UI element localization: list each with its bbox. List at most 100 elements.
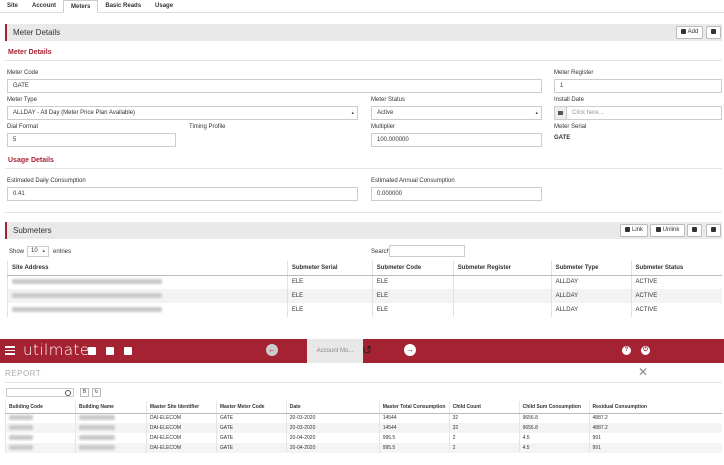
column-header[interactable]: Child Count bbox=[448, 401, 520, 414]
submeter-search-input[interactable] bbox=[389, 245, 465, 257]
table-header-row: Building Code Building Name Master Site … bbox=[5, 401, 722, 414]
daily-consumption-field[interactable]: 0.41 bbox=[7, 187, 358, 201]
column-header[interactable]: Site Address bbox=[7, 261, 288, 276]
meter-status-select[interactable]: Active bbox=[371, 106, 542, 120]
unlink-button[interactable]: Unlink bbox=[650, 224, 685, 237]
tab-site[interactable]: Site bbox=[7, 3, 19, 9]
save-button[interactable] bbox=[706, 26, 721, 39]
install-date-field[interactable]: Click here... bbox=[554, 106, 722, 120]
refresh-icon[interactable]: ↺ bbox=[362, 343, 373, 357]
cell: DAI-ELECOM bbox=[145, 443, 217, 453]
multiplier-field[interactable]: 100.000000 bbox=[371, 133, 542, 147]
column-header[interactable]: Submeter Type bbox=[550, 261, 632, 276]
account-mode-field[interactable]: Account Mo... bbox=[307, 339, 363, 363]
meter-serial-value: GATE bbox=[554, 135, 571, 141]
table-row[interactable]: ELE ELE ALLDAY ACTIVE bbox=[7, 289, 722, 303]
grid-icon bbox=[692, 227, 697, 232]
close-icon[interactable]: ✕ bbox=[638, 365, 649, 379]
menu-icon[interactable] bbox=[5, 346, 15, 355]
report-search-input[interactable] bbox=[6, 388, 74, 397]
column-header[interactable]: Master Total Consumption bbox=[378, 401, 450, 414]
dial-format-field[interactable]: 5 bbox=[7, 133, 176, 147]
column-header[interactable]: Master Meter Code bbox=[215, 401, 287, 414]
column-header[interactable]: Submeter Status bbox=[630, 261, 722, 276]
redacted-text bbox=[9, 415, 33, 421]
redacted-text bbox=[12, 306, 162, 312]
cell: DAI-ELECOM bbox=[145, 413, 217, 423]
divider bbox=[5, 60, 722, 61]
cell: 9656.8 bbox=[518, 413, 590, 423]
search-label: Search: bbox=[371, 249, 392, 255]
column-header[interactable]: Date bbox=[285, 401, 380, 414]
column-header[interactable]: Building Name bbox=[74, 401, 147, 414]
tab-usage[interactable]: Usage bbox=[155, 3, 174, 9]
site-address-cell bbox=[7, 289, 288, 303]
cell: ALLDAY bbox=[550, 275, 632, 289]
cell: 20-04-2020 bbox=[285, 433, 380, 443]
redacted-text bbox=[9, 445, 33, 451]
plus-icon bbox=[680, 29, 686, 34]
table-row[interactable]: DAI-ELECOM GATE 20-04-2020 995.5 2 4.5 9… bbox=[5, 443, 722, 453]
add-button[interactable]: Add bbox=[676, 26, 703, 39]
submeters-panel-title: Submeters bbox=[13, 226, 52, 235]
table-row[interactable]: ELE ELE ALLDAY ACTIVE bbox=[7, 275, 722, 289]
report-export-button[interactable]: B bbox=[80, 388, 89, 397]
meter-details-header: Meter Details Add bbox=[5, 24, 722, 41]
meter-code-field[interactable]: GATE bbox=[7, 79, 542, 93]
redacted-cell bbox=[5, 433, 76, 443]
annual-consumption-field[interactable]: 0.000000 bbox=[371, 187, 542, 201]
entries-select[interactable]: 10 bbox=[27, 246, 49, 257]
submeters-table: Site Address Submeter Serial Submeter Co… bbox=[7, 261, 722, 317]
table-row[interactable]: ELE ELE ALLDAY ACTIVE bbox=[7, 303, 722, 317]
cell: 20-03-2020 bbox=[285, 413, 380, 423]
meter-type-label: Meter Type bbox=[7, 97, 37, 103]
install-date-label: Install Date bbox=[554, 97, 585, 103]
column-header[interactable]: Submeter Code bbox=[371, 261, 454, 276]
power-icon[interactable]: ⏻ bbox=[641, 346, 650, 355]
report-refresh-button[interactable]: ↻ bbox=[92, 388, 101, 397]
redacted-text bbox=[78, 445, 115, 451]
column-header[interactable]: Building Code bbox=[5, 401, 76, 414]
forward-arrow-icon[interactable]: → bbox=[404, 344, 416, 356]
calendar-icon[interactable] bbox=[555, 107, 567, 119]
tools-icon[interactable] bbox=[124, 347, 132, 355]
tab-meters[interactable]: Meters bbox=[63, 0, 99, 13]
dashboard-icon[interactable] bbox=[88, 347, 96, 355]
cell: 995.5 bbox=[378, 443, 450, 453]
export-button[interactable] bbox=[706, 224, 721, 237]
install-date-placeholder: Click here... bbox=[572, 110, 604, 116]
meter-type-select[interactable]: ALLDAY - All Day (Meter Price Plan Avail… bbox=[7, 106, 358, 120]
cell: 995.5 bbox=[378, 433, 450, 443]
meter-register-field[interactable]: 1 bbox=[554, 79, 722, 93]
cell: 2 bbox=[448, 433, 520, 443]
dial-format-label: Dial Format bbox=[7, 124, 39, 130]
column-header[interactable]: Submeter Register bbox=[452, 261, 552, 276]
report-table: Building Code Building Name Master Site … bbox=[5, 401, 722, 453]
column-header[interactable]: Master Site Identifier bbox=[145, 401, 217, 414]
cell: ALLDAY bbox=[550, 303, 632, 317]
cell: GATE bbox=[215, 413, 287, 423]
cell: DAI-ELECOM bbox=[145, 423, 217, 433]
column-header[interactable]: Residual Consumption bbox=[588, 401, 722, 414]
link-button[interactable]: Link bbox=[620, 224, 648, 237]
help-icon[interactable]: ? bbox=[622, 346, 631, 355]
grid-button[interactable] bbox=[687, 224, 702, 237]
settings-icon[interactable] bbox=[106, 347, 114, 355]
tab-basic-reads[interactable]: Basic Reads bbox=[105, 3, 142, 9]
table-row[interactable]: DAI-ELECOM GATE 20-04-2020 995.5 2 4.5 9… bbox=[5, 433, 722, 443]
cell: ELE bbox=[286, 275, 373, 289]
table-header-row: Site Address Submeter Serial Submeter Co… bbox=[7, 261, 722, 276]
multiplier-label: Multiplier bbox=[371, 124, 396, 130]
report-title: REPORT bbox=[5, 369, 42, 378]
cell: ALLDAY bbox=[550, 289, 632, 303]
column-header[interactable]: Child Sum Consumption bbox=[518, 401, 590, 414]
redacted-text bbox=[78, 425, 115, 431]
back-arrow-icon[interactable]: ← bbox=[266, 344, 278, 356]
tab-account[interactable]: Account bbox=[32, 3, 57, 9]
minus-icon bbox=[655, 227, 661, 232]
cell: 4887.2 bbox=[588, 423, 722, 433]
table-row[interactable]: DAI-ELECOM GATE 20-03-2020 14544 32 9656… bbox=[5, 423, 722, 433]
column-header[interactable]: Submeter Serial bbox=[286, 261, 373, 276]
save-icon bbox=[711, 29, 716, 34]
table-row[interactable]: DAI-ELECOM GATE 20-03-2020 14544 32 9656… bbox=[5, 413, 722, 423]
